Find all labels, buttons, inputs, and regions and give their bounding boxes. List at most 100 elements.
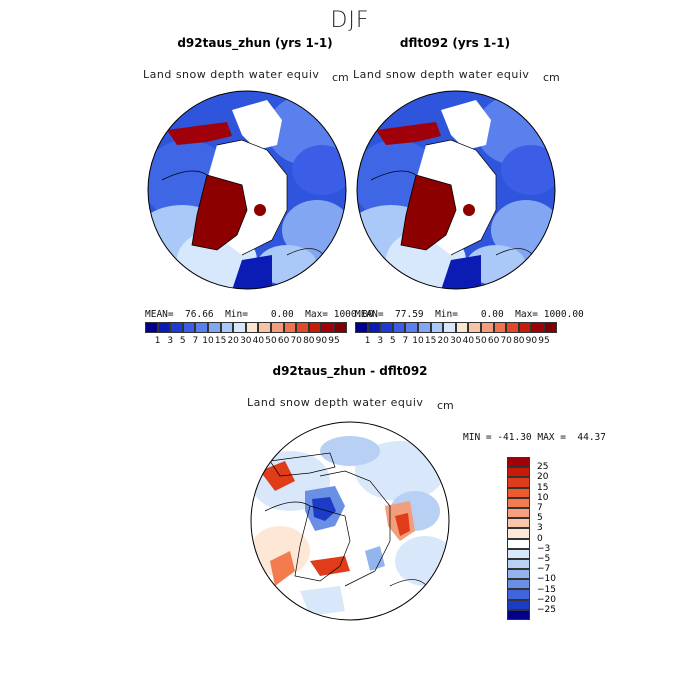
colorbar-tick-label: 10	[537, 492, 549, 503]
colorbar-swatch	[245, 322, 259, 333]
colorbar-swatch	[507, 507, 530, 519]
colorbar-tick-label: 70	[500, 336, 512, 346]
colorbar-tick-label: 30	[240, 336, 252, 346]
panel-1-stats: MEAN= 76.66 Min= 0.00 Max= 1000.00	[145, 309, 374, 320]
colorbar-tick-label: 1	[154, 336, 161, 346]
colorbar-tick-label: 0	[537, 533, 543, 544]
colorbar-swatch	[543, 322, 557, 333]
colorbar-tick-label: 10	[412, 336, 424, 346]
colorbar-tick-label: 3	[537, 523, 543, 534]
colorbar-tick-label: 5	[179, 336, 186, 346]
colorbar-swatch	[321, 322, 334, 333]
colorbar-swatch	[531, 322, 544, 333]
colorbar-tick-label: 25	[537, 462, 549, 473]
colorbar-tick-label: 15	[214, 336, 227, 346]
panel-1-colorbar	[145, 322, 347, 333]
colorbar-tick-label: 15	[537, 482, 549, 493]
colorbar-tick-label: 80	[303, 336, 315, 346]
colorbar-swatch	[507, 477, 530, 488]
colorbar-tick-label: −25	[537, 605, 556, 615]
colorbar-swatch	[157, 322, 171, 333]
colorbar-tick-label: 50	[265, 336, 277, 346]
colorbar-swatch	[507, 518, 530, 529]
colorbar-tick-label: 95	[328, 336, 340, 346]
panel-1-unit: cm	[332, 71, 349, 84]
colorbar-tick-label: 7	[537, 503, 543, 513]
panel-2-field-label: Land snow depth water equiv	[353, 68, 530, 81]
panel-3-colorbar	[507, 457, 530, 620]
colorbar-tick-label: −7	[537, 564, 551, 575]
panel-2-colorbar	[355, 322, 557, 333]
colorbar-swatch	[220, 322, 234, 333]
colorbar-swatch	[170, 322, 183, 333]
colorbar-tick-label: 15	[424, 336, 437, 346]
colorbar-swatch	[468, 322, 481, 333]
colorbar-tick-label: 60	[277, 336, 290, 346]
colorbar-tick-label: −3	[537, 543, 551, 554]
colorbar-swatch	[145, 322, 158, 333]
colorbar-tick-label: 40	[252, 336, 265, 346]
colorbar-tick-label: 80	[513, 336, 525, 346]
colorbar-tick-label: 1	[364, 336, 371, 346]
panel-1-map	[147, 90, 347, 290]
colorbar-tick-label: −15	[537, 584, 556, 595]
figure-title: DJF	[330, 8, 370, 33]
colorbar-swatch	[355, 322, 368, 333]
colorbar-swatch	[507, 609, 530, 620]
colorbar-swatch	[405, 322, 418, 333]
colorbar-swatch	[308, 322, 322, 333]
panel-3-field-label: Land snow depth water equiv	[247, 396, 424, 409]
colorbar-swatch	[258, 322, 271, 333]
colorbar-swatch	[417, 322, 431, 333]
colorbar-tick-label: 20	[227, 336, 239, 346]
colorbar-swatch	[507, 558, 530, 570]
panel-2-unit: cm	[543, 71, 560, 84]
colorbar-swatch	[518, 322, 532, 333]
colorbar-swatch	[270, 322, 284, 333]
colorbar-swatch	[507, 579, 530, 590]
colorbar-swatch	[430, 322, 444, 333]
colorbar-swatch	[480, 322, 494, 333]
colorbar-tick-label: 20	[437, 336, 449, 346]
colorbar-swatch	[392, 322, 406, 333]
panel-3-stats: MIN = -41.30 MAX = 44.37	[463, 432, 606, 443]
colorbar-swatch	[507, 528, 530, 539]
colorbar-swatch	[507, 548, 530, 559]
colorbar-swatch	[507, 569, 530, 580]
colorbar-swatch	[195, 322, 208, 333]
colorbar-swatch	[367, 322, 381, 333]
colorbar-tick-label: −10	[537, 574, 556, 585]
colorbar-tick-label: 95	[538, 336, 550, 346]
panel-3-title: d92taus_zhun - dflt092	[272, 364, 428, 378]
colorbar-swatch	[296, 322, 309, 333]
colorbar-tick-label: 40	[462, 336, 475, 346]
panel-3-unit: cm	[437, 399, 454, 412]
colorbar-tick-label: 60	[487, 336, 500, 346]
colorbar-swatch	[380, 322, 393, 333]
colorbar-swatch	[283, 322, 297, 333]
colorbar-swatch	[207, 322, 221, 333]
colorbar-swatch	[182, 322, 196, 333]
colorbar-swatch	[507, 599, 530, 610]
colorbar-swatch	[507, 497, 530, 508]
colorbar-swatch	[506, 322, 519, 333]
colorbar-tick-label: 7	[192, 336, 199, 346]
colorbar-tick-label: 20	[537, 472, 549, 483]
colorbar-tick-label: 90	[525, 336, 538, 346]
colorbar-tick-label: 70	[290, 336, 302, 346]
colorbar-tick-label: −5	[537, 554, 551, 564]
panel-2-map	[356, 90, 556, 290]
colorbar-tick-label: 30	[450, 336, 462, 346]
panel-2-stats: MEAN= 77.59 Min= 0.00 Max= 1000.00	[355, 309, 584, 320]
colorbar-swatch	[507, 467, 530, 478]
colorbar-swatch	[507, 487, 530, 498]
colorbar-swatch	[333, 322, 347, 333]
panel-1-title: d92taus_zhun (yrs 1-1)	[177, 36, 333, 50]
colorbar-tick-label: 5	[537, 513, 543, 524]
colorbar-swatch	[493, 322, 507, 333]
colorbar-swatch	[443, 322, 456, 333]
colorbar-tick-label: −20	[537, 594, 556, 605]
colorbar-tick-label: 3	[167, 336, 174, 346]
panel-1-field-label: Land snow depth water equiv	[143, 68, 320, 81]
colorbar-tick-label: 5	[389, 336, 396, 346]
